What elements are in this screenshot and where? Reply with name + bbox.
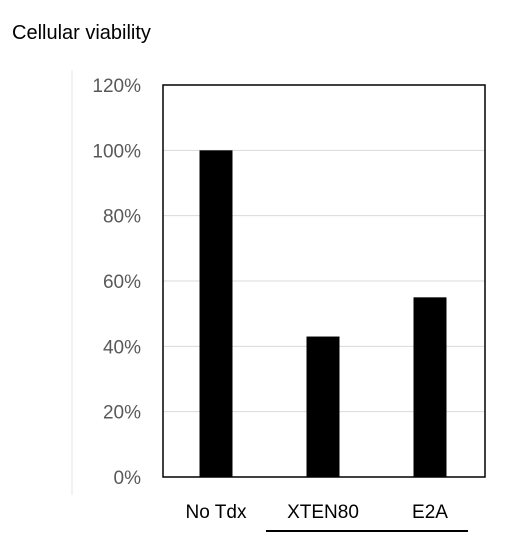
- x-category-label: No Tdx: [186, 502, 247, 523]
- y-tick-label: 0%: [114, 468, 142, 489]
- x-axis-category-labels: No Tdx XTEN80 E2A: [186, 502, 449, 523]
- plot-frame: [162, 84, 486, 478]
- bar-e2a: [413, 297, 447, 477]
- x-category-label: E2A: [412, 502, 448, 523]
- chart-title: Cellular viability: [12, 22, 151, 44]
- x-category-label: XTEN80: [287, 502, 359, 523]
- y-tick-label: 80%: [103, 207, 141, 228]
- y-axis-tick-labels: 0% 20% 40% 60% 80% 100% 120%: [92, 76, 141, 489]
- y-tick-label: 40%: [103, 337, 141, 358]
- y-tick-label: 120%: [92, 76, 141, 97]
- bars: [199, 150, 447, 478]
- y-tick-label: 60%: [103, 272, 141, 293]
- bar-xten80: [306, 336, 340, 477]
- y-tick-label: 20%: [103, 403, 141, 424]
- bar-no-tdx: [199, 150, 233, 478]
- y-tick-label: 100%: [92, 141, 141, 162]
